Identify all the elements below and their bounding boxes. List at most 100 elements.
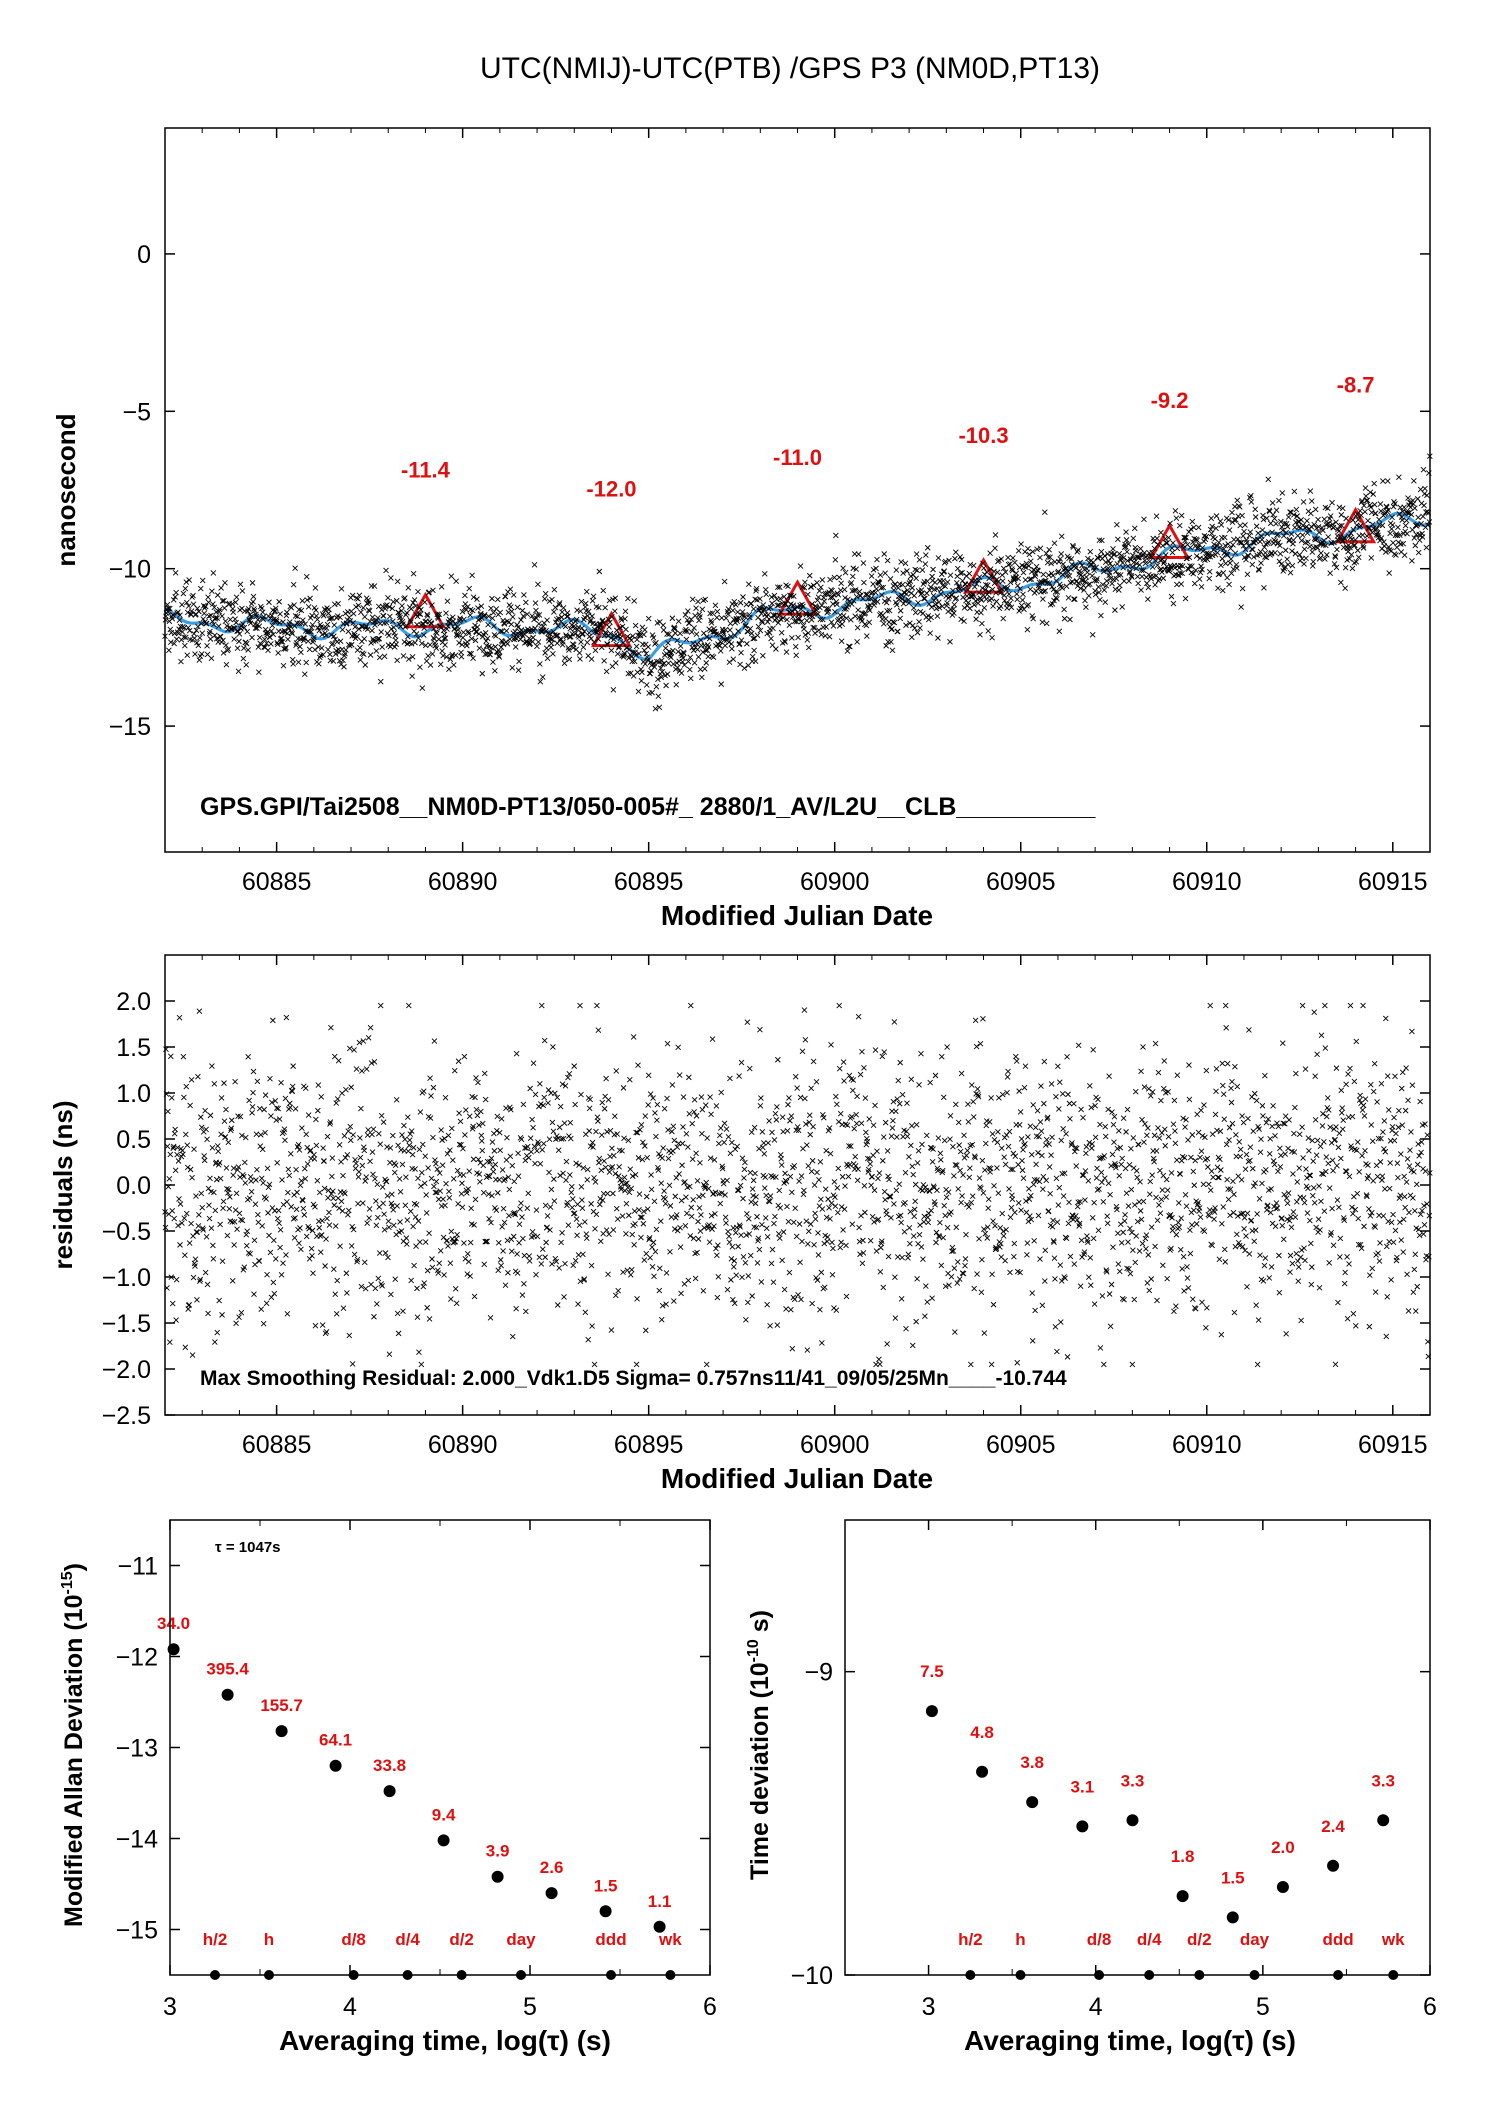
data-point — [1276, 558, 1283, 565]
residual-point — [822, 1186, 829, 1192]
residual-point — [263, 1196, 269, 1202]
residual-point — [201, 1157, 208, 1164]
residual-point — [981, 1330, 988, 1336]
data-point — [436, 611, 443, 618]
data-point — [953, 595, 960, 601]
residual-point — [1130, 1247, 1136, 1253]
data-point — [260, 614, 267, 620]
data-point — [1282, 547, 1289, 554]
data-point — [1167, 520, 1173, 527]
data-point — [1357, 508, 1363, 514]
data-point — [1188, 526, 1194, 533]
residual-point — [641, 1257, 648, 1263]
residual-point — [500, 1248, 506, 1254]
data-point — [740, 594, 746, 600]
residual-point — [448, 1296, 454, 1302]
residual-point — [1250, 1128, 1257, 1135]
data-point — [677, 643, 684, 649]
residual-point — [1214, 1127, 1220, 1134]
residual-point — [1111, 1113, 1118, 1120]
residual-point — [1104, 1220, 1111, 1227]
residual-point — [861, 1065, 867, 1071]
data-point — [496, 654, 503, 660]
data-point — [1083, 574, 1090, 580]
data-point — [763, 591, 770, 598]
residual-point — [1148, 1224, 1155, 1231]
data-point — [730, 656, 737, 663]
data-point — [644, 657, 651, 663]
data-point — [860, 595, 866, 602]
residual-point — [953, 1224, 960, 1231]
residual-point — [714, 1252, 720, 1259]
residual-point — [554, 1302, 561, 1308]
residual-point — [967, 1165, 973, 1172]
residual-point — [252, 1201, 259, 1207]
residual-point — [897, 1059, 904, 1066]
data-point — [691, 625, 697, 631]
residual-point — [749, 1186, 756, 1192]
data-point — [265, 647, 271, 654]
data-point — [940, 577, 947, 584]
residual-point — [246, 1195, 253, 1201]
data-point — [1409, 558, 1415, 564]
residual-point — [1244, 1283, 1250, 1290]
data-point — [1111, 551, 1118, 557]
data-point — [391, 644, 398, 650]
data-point — [268, 628, 275, 634]
data-point — [912, 609, 919, 616]
residual-point — [603, 1075, 609, 1082]
data-point — [331, 622, 338, 628]
data-point — [498, 644, 504, 651]
residual-point — [465, 1258, 472, 1265]
residual-point — [430, 1084, 437, 1091]
triangle-label: -9.2 — [1151, 388, 1189, 413]
data-point — [775, 620, 782, 626]
data-point — [1105, 565, 1111, 572]
data-point — [220, 650, 227, 656]
residual-point — [288, 1203, 295, 1210]
residual-point — [414, 1314, 421, 1321]
data-point — [718, 615, 725, 621]
residual-point — [1039, 1302, 1046, 1309]
residual-point — [908, 1122, 915, 1129]
data-point — [1395, 524, 1401, 531]
data-point — [735, 628, 741, 634]
residual-point — [445, 1132, 452, 1139]
residual-point — [353, 1160, 359, 1167]
residual-point — [274, 1215, 281, 1222]
residual-point — [402, 1202, 409, 1209]
residual-point — [167, 1053, 174, 1060]
residual-point — [802, 1095, 808, 1102]
data-point — [391, 630, 398, 636]
data-point — [1423, 544, 1430, 551]
data-point — [1138, 587, 1144, 593]
residual-point — [211, 1080, 218, 1087]
data-point — [1222, 542, 1229, 549]
residual-point — [989, 1131, 996, 1137]
data-point — [381, 620, 387, 626]
data-point — [389, 605, 396, 612]
residual-point — [303, 1131, 310, 1138]
residual-point — [1038, 1083, 1044, 1089]
data-point — [919, 590, 925, 596]
residual-point — [667, 1248, 673, 1255]
data-point — [455, 632, 462, 638]
residual-point — [579, 1197, 585, 1203]
residual-point — [1126, 1162, 1133, 1168]
residual-point — [1054, 1219, 1061, 1226]
data-point — [961, 618, 967, 624]
data-point — [805, 644, 812, 651]
data-point — [219, 598, 226, 604]
residual-point — [903, 1325, 909, 1332]
residual-point — [1115, 1127, 1122, 1134]
residual-point — [244, 1228, 251, 1234]
residual-point — [954, 1259, 961, 1265]
residual-point — [599, 1197, 606, 1203]
residual-point — [858, 1120, 865, 1127]
data-point — [1101, 587, 1108, 593]
data-point — [638, 678, 645, 684]
residual-point — [1024, 1251, 1030, 1258]
residual-point — [910, 1233, 917, 1239]
residual-point — [695, 1236, 702, 1242]
data-point — [670, 647, 676, 654]
